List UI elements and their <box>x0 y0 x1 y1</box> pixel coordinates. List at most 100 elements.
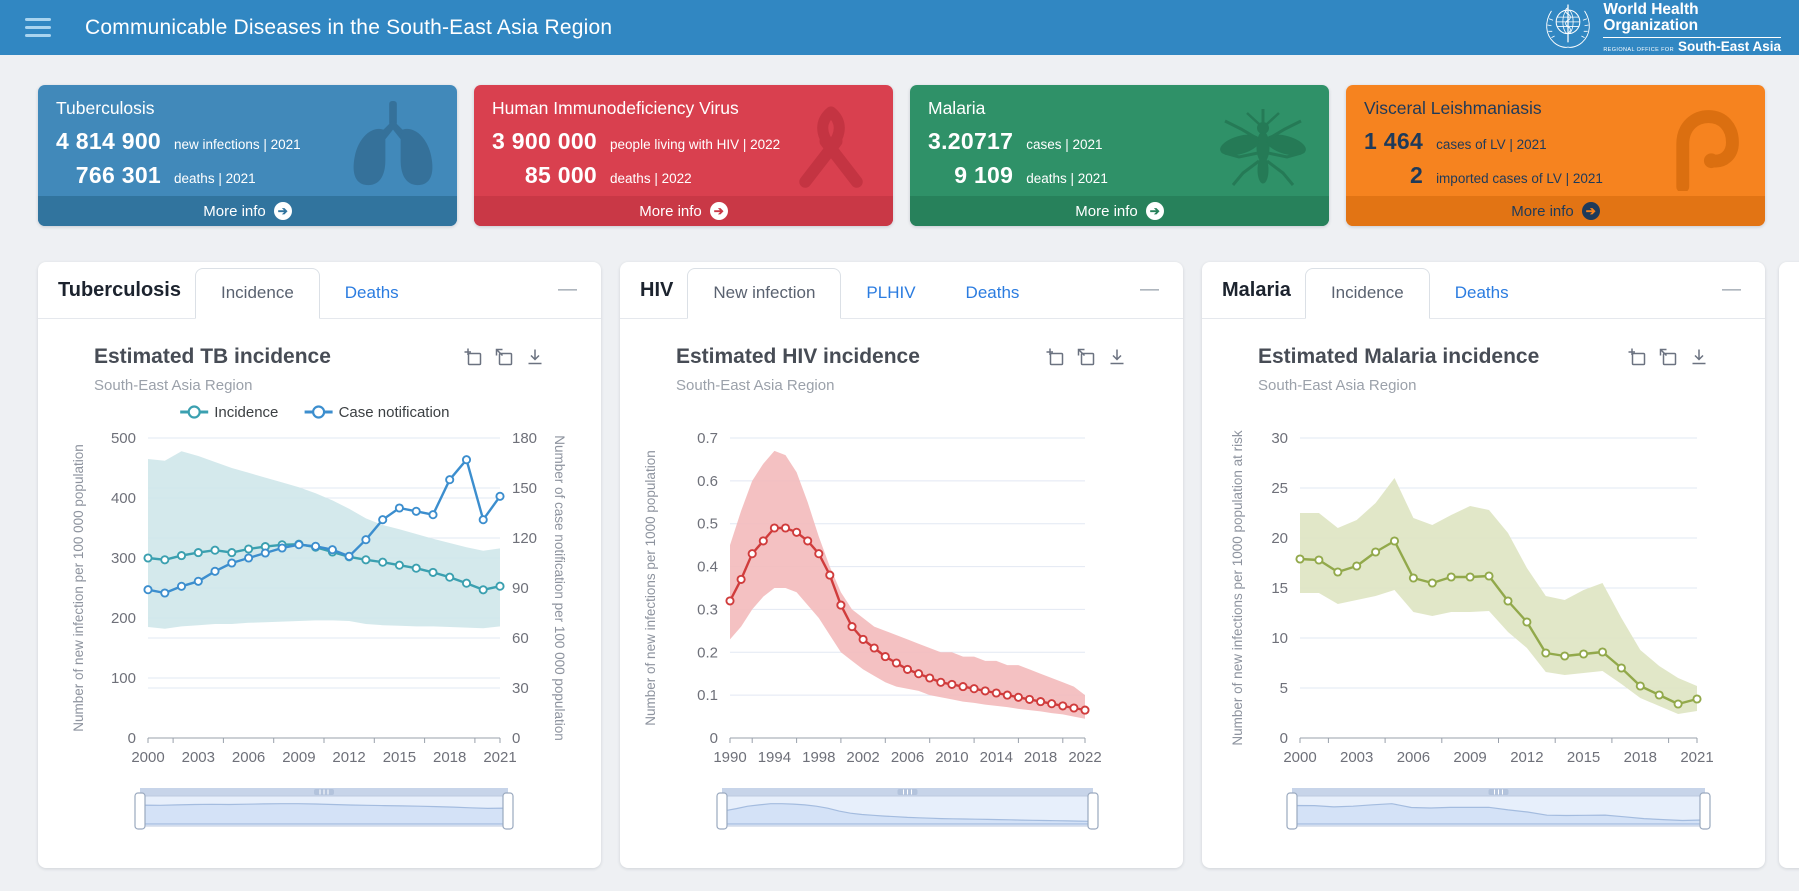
hamburger-menu-button[interactable] <box>25 18 51 37</box>
data-point[interactable] <box>1635 681 1645 691</box>
save-image-icon[interactable] <box>525 347 545 367</box>
data-point[interactable] <box>294 540 304 550</box>
tab-deaths[interactable]: Deaths <box>344 283 399 302</box>
tab-deaths[interactable]: Deaths <box>965 283 1020 302</box>
datazoom-handle-left[interactable] <box>134 792 146 830</box>
data-point[interactable] <box>1654 690 1664 700</box>
legend-item[interactable]: Case notification <box>304 404 450 421</box>
data-point[interactable] <box>361 555 371 565</box>
data-point[interactable] <box>869 643 879 653</box>
data-point[interactable] <box>461 455 472 465</box>
tab-incidence[interactable]: Incidence <box>195 268 320 319</box>
datazoom-slider[interactable] <box>716 788 1099 830</box>
data-point[interactable] <box>902 664 913 674</box>
tab-deaths[interactable]: Deaths <box>1454 283 1509 302</box>
data-point[interactable] <box>1579 649 1589 659</box>
data-point[interactable] <box>1058 701 1068 711</box>
hiv-chart[interactable]: 0 0.1 0.2 0.3 0.4 0.5 0.6 0.7 Number of new infe… <box>620 396 1183 848</box>
data-point[interactable] <box>445 572 455 582</box>
collapse-panel-button[interactable]: — <box>1718 277 1745 303</box>
data-point[interactable] <box>344 551 354 561</box>
more-info-button[interactable]: More info ➔ <box>38 196 457 226</box>
data-point[interactable] <box>1069 703 1079 713</box>
data-point[interactable] <box>160 588 170 598</box>
data-point[interactable] <box>428 510 438 520</box>
data-point[interactable] <box>210 545 220 555</box>
data-point[interactable] <box>1673 699 1683 709</box>
data-point[interactable] <box>1616 663 1626 673</box>
data-point[interactable] <box>1522 617 1532 627</box>
more-info-button[interactable]: More info ➔ <box>1346 196 1765 226</box>
data-point[interactable] <box>495 581 505 591</box>
data-point[interactable] <box>461 578 472 588</box>
data-point[interactable] <box>394 503 404 513</box>
data-point[interactable] <box>428 567 438 577</box>
datazoom-slider[interactable] <box>134 788 514 830</box>
save-image-icon[interactable] <box>1689 347 1709 367</box>
collapse-panel-button[interactable]: — <box>1136 277 1163 303</box>
data-point[interactable] <box>1408 573 1418 583</box>
data-point[interactable] <box>260 548 270 558</box>
data-point[interactable] <box>736 574 746 584</box>
tab-new-infection[interactable]: New infection <box>687 268 842 319</box>
data-point[interactable] <box>227 548 237 558</box>
data-point[interactable] <box>1465 572 1475 582</box>
data-point[interactable] <box>1371 547 1381 557</box>
data-point[interactable] <box>1503 596 1513 606</box>
zoom-reset-icon[interactable] <box>1658 347 1678 367</box>
data-point[interactable] <box>160 555 170 565</box>
data-point[interactable] <box>1314 555 1324 565</box>
datazoom-handle-left[interactable] <box>1286 792 1298 830</box>
data-point[interactable] <box>176 551 187 561</box>
data-point[interactable] <box>880 652 890 662</box>
data-point[interactable] <box>495 491 505 501</box>
zoom-reset-icon[interactable] <box>494 347 514 367</box>
data-point[interactable] <box>277 543 287 553</box>
data-point[interactable] <box>1389 536 1400 546</box>
data-point[interactable] <box>1427 578 1437 588</box>
collapse-panel-button[interactable]: — <box>554 277 581 303</box>
zoom-select-icon[interactable] <box>1627 347 1647 367</box>
datazoom-handle-right[interactable] <box>502 792 514 830</box>
data-point[interactable] <box>980 686 990 696</box>
data-point[interactable] <box>969 684 979 694</box>
data-point[interactable] <box>936 677 946 687</box>
data-point[interactable] <box>891 658 901 668</box>
data-point[interactable] <box>991 688 1001 698</box>
datazoom-slider[interactable] <box>1286 788 1711 830</box>
data-point[interactable] <box>947 679 957 689</box>
more-info-button[interactable]: More info ➔ <box>910 196 1329 226</box>
data-point[interactable] <box>1541 648 1551 658</box>
tb-chart[interactable]: 0 100 200 300 400 500 0 30 60 90 120 150 180 Number o… <box>38 396 601 848</box>
data-point[interactable] <box>1560 651 1570 661</box>
more-info-button[interactable]: More info ➔ <box>474 196 893 226</box>
data-point[interactable] <box>361 535 371 545</box>
data-point[interactable] <box>378 515 388 525</box>
tab-incidence[interactable]: Incidence <box>1304 268 1430 319</box>
data-point[interactable] <box>925 673 935 683</box>
data-point[interactable] <box>1484 571 1494 581</box>
data-point[interactable] <box>1036 697 1046 707</box>
zoom-select-icon[interactable] <box>463 347 483 367</box>
data-point[interactable] <box>847 622 857 632</box>
data-point[interactable] <box>378 557 388 567</box>
data-point[interactable] <box>803 536 813 546</box>
datazoom-handle-left[interactable] <box>716 792 728 830</box>
data-point[interactable] <box>143 553 153 563</box>
data-point[interactable] <box>769 523 779 533</box>
data-point[interactable] <box>327 545 337 555</box>
datazoom-handle-right[interactable] <box>1087 792 1099 830</box>
data-point[interactable] <box>210 566 220 576</box>
data-point[interactable] <box>227 558 237 568</box>
data-point[interactable] <box>176 581 187 591</box>
data-point[interactable] <box>411 506 421 516</box>
data-point[interactable] <box>1024 694 1035 704</box>
data-point[interactable] <box>1013 692 1023 702</box>
data-point[interactable] <box>1333 567 1343 577</box>
data-point[interactable] <box>1692 694 1702 704</box>
data-point[interactable] <box>814 549 824 559</box>
data-point[interactable] <box>725 596 735 606</box>
data-point[interactable] <box>758 536 768 546</box>
data-point[interactable] <box>244 553 254 563</box>
data-point[interactable] <box>836 600 846 610</box>
